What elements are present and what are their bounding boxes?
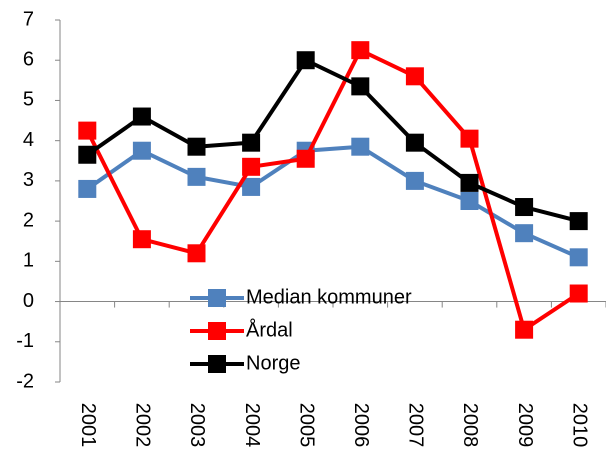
point-marker <box>351 137 370 156</box>
point-marker <box>351 41 370 60</box>
point-marker <box>242 177 261 196</box>
legend-marker <box>208 289 226 307</box>
y-tick-label: 7 <box>23 8 34 30</box>
point-marker <box>132 107 151 126</box>
point-marker <box>296 149 315 168</box>
x-tick-label: 2009 <box>514 403 536 448</box>
point-marker <box>460 192 479 210</box>
point-marker <box>460 173 479 192</box>
legend-label: Median kommuner <box>246 286 412 308</box>
y-tick-label: 4 <box>23 129 34 151</box>
point-marker <box>405 133 424 152</box>
point-marker <box>351 77 370 96</box>
point-marker <box>405 67 424 86</box>
point-marker <box>242 133 261 152</box>
series-line <box>86 144 580 260</box>
series-line <box>86 58 580 224</box>
legend-marker <box>208 322 226 340</box>
point-marker <box>515 198 534 217</box>
y-tick-label: 2 <box>23 209 34 231</box>
x-tick-label: 2007 <box>405 403 427 448</box>
y-tick-label: 0 <box>23 290 34 312</box>
x-tick-label: 2006 <box>350 403 372 448</box>
point-marker <box>78 179 97 198</box>
point-marker <box>569 248 588 267</box>
point-marker <box>187 167 206 186</box>
x-tick-label: 2001 <box>77 403 99 448</box>
y-tick-label: 5 <box>23 89 34 111</box>
point-marker <box>569 212 588 231</box>
x-tick-label: 2008 <box>459 403 481 448</box>
point-marker <box>187 137 206 156</box>
x-tick-label: 2003 <box>186 403 208 448</box>
point-marker <box>78 121 97 140</box>
y-tick-label: 6 <box>23 49 34 71</box>
point-marker <box>515 224 534 243</box>
point-marker <box>405 171 424 190</box>
legend-label: Norge <box>246 352 300 374</box>
point-marker <box>187 244 206 263</box>
series-line <box>85 48 580 332</box>
x-tick-label: 2005 <box>295 403 317 448</box>
point-marker <box>460 129 479 148</box>
legend-marker <box>208 355 226 373</box>
legend-label: Årdal <box>246 318 293 341</box>
point-marker <box>78 145 97 164</box>
y-tick-label: 1 <box>23 250 34 272</box>
point-marker <box>515 320 534 339</box>
point-marker <box>569 284 588 303</box>
point-marker <box>296 51 315 70</box>
point-marker <box>242 157 261 176</box>
x-tick-label: 2004 <box>241 403 263 448</box>
x-tick-label: 2010 <box>568 403 590 448</box>
y-tick-label: -2 <box>16 370 34 392</box>
point-marker <box>132 141 151 160</box>
x-tick-label: 2002 <box>132 403 154 448</box>
y-tick-label: 3 <box>23 169 34 191</box>
point-marker <box>132 230 151 249</box>
y-tick-label: -1 <box>16 330 34 352</box>
